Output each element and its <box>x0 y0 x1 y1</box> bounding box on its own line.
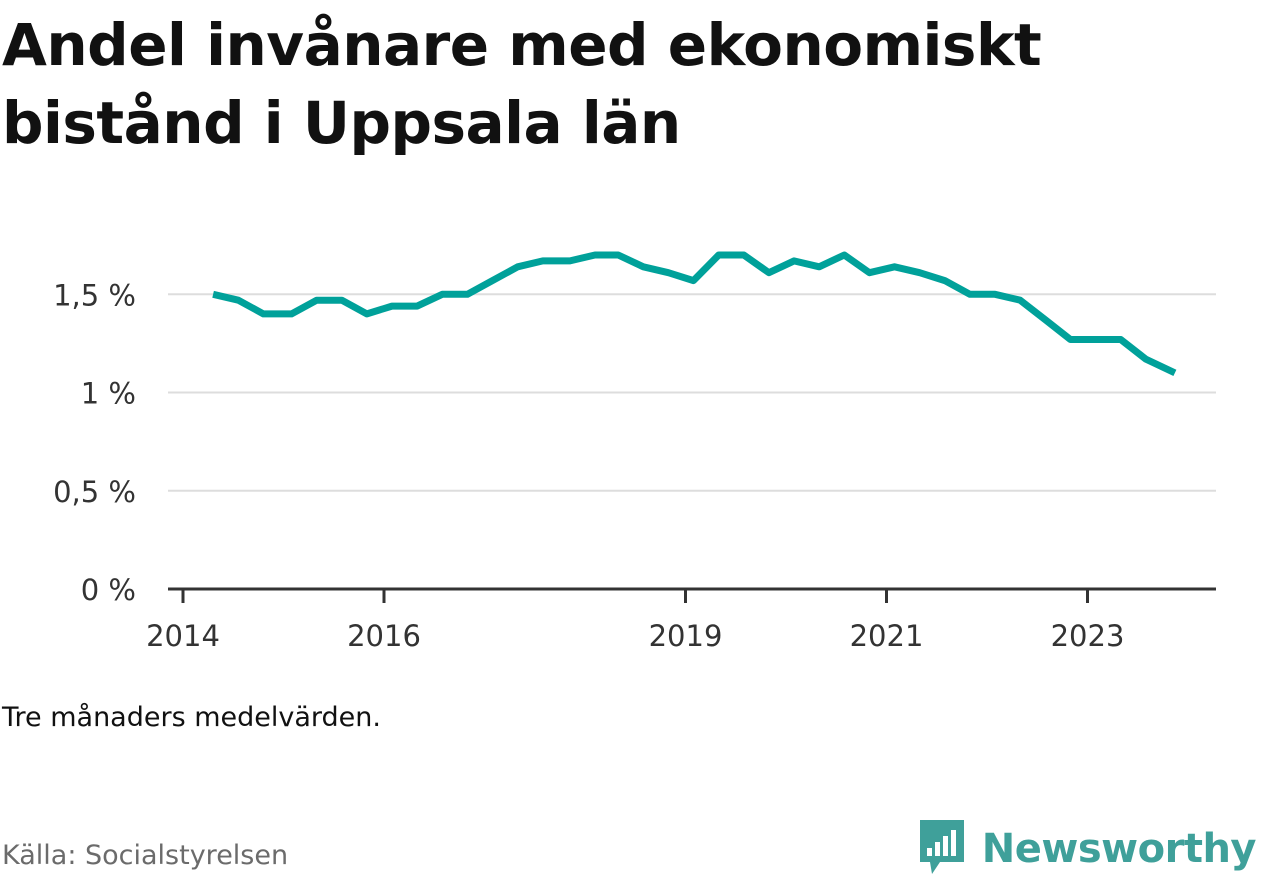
y-tick-label: 0 % <box>81 573 136 607</box>
newsworthy-brand[interactable]: Newsworthy <box>918 818 1257 880</box>
x-axis-labels: 2014 2016 2019 2021 2023 <box>146 619 1124 653</box>
x-tick-label: 2014 <box>146 619 220 653</box>
newsworthy-logo-icon <box>918 818 966 880</box>
series-line <box>212 251 1177 377</box>
y-tick-label: 1,5 % <box>53 278 136 312</box>
x-tick-label: 2016 <box>347 619 421 653</box>
x-tick-label: 2023 <box>1051 619 1125 653</box>
chart-title: Andel invånare med ekonomiskt bistånd i … <box>2 11 1042 157</box>
x-tick-label: 2019 <box>649 619 723 653</box>
x-tick-label: 2021 <box>850 619 924 653</box>
y-axis-labels: 0 % 0,5 % 1 % 1,5 % <box>53 278 136 607</box>
brand-name: Newsworthy <box>981 826 1257 872</box>
y-tick-label: 0,5 % <box>53 475 136 509</box>
chart-note: Tre månaders medelvärden. <box>2 702 381 733</box>
x-axis-ticks <box>181 589 1089 603</box>
gridlines <box>168 293 1216 492</box>
y-tick-label: 1 % <box>81 377 136 411</box>
source-credit: Källa: Socialstyrelsen <box>2 840 289 871</box>
